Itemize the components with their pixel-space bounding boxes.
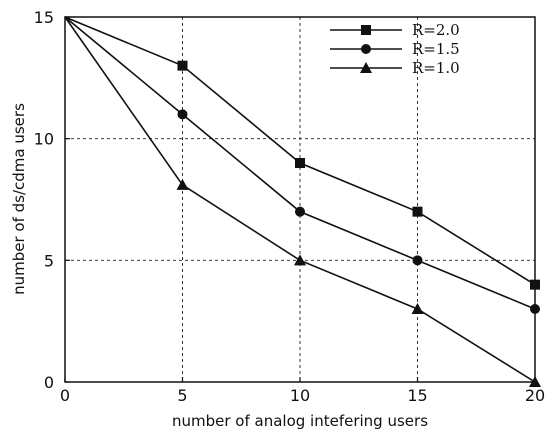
y-tick-label: 15: [34, 8, 54, 27]
x-tick-label: 15: [407, 386, 427, 405]
data-point-r-1-0: [529, 376, 541, 387]
y-axis-label: number of ds/cdma users: [10, 103, 28, 295]
x-axis-label: number of analog intefering users: [172, 412, 428, 430]
data-point-r-1-5: [412, 255, 423, 266]
legend-marker-r-1-5: [361, 44, 371, 54]
x-tick-label: 0: [60, 386, 70, 405]
data-point-r-1-0: [411, 303, 424, 314]
axis-ticks: 0 5 10 15 20 0 5 10 15: [34, 8, 546, 405]
y-tick-label: 0: [44, 373, 54, 392]
y-tick-label: 10: [34, 130, 54, 149]
x-tick-label: 10: [290, 386, 310, 405]
x-tick-label: 5: [177, 386, 187, 405]
legend-label-r-2-0: R=2.0: [412, 21, 460, 39]
legend-label-r-1-0: R=1.0: [412, 59, 460, 77]
x-tick-label: 20: [525, 386, 545, 405]
data-point-r-1-0: [294, 254, 306, 266]
data-point-r-2-0: [177, 60, 188, 71]
legend: R=2.0R=1.5R=1.0: [330, 21, 460, 77]
series-group: [64, 16, 541, 387]
data-point-r-2-0: [412, 206, 423, 217]
legend-label-r-1-5: R=1.5: [412, 40, 460, 58]
legend-marker-r-2-0: [361, 25, 371, 35]
y-tick-label: 5: [44, 251, 54, 270]
data-point-r-2-0: [295, 158, 305, 168]
data-point-r-2-0: [530, 279, 540, 290]
grid-lines: [65, 17, 535, 382]
data-point-r-1-0: [176, 178, 189, 190]
data-point-r-1-5: [530, 304, 540, 314]
legend-marker-r-1-0: [360, 62, 372, 73]
data-point-r-1-5: [295, 206, 305, 217]
data-point-r-1-5: [177, 109, 188, 120]
